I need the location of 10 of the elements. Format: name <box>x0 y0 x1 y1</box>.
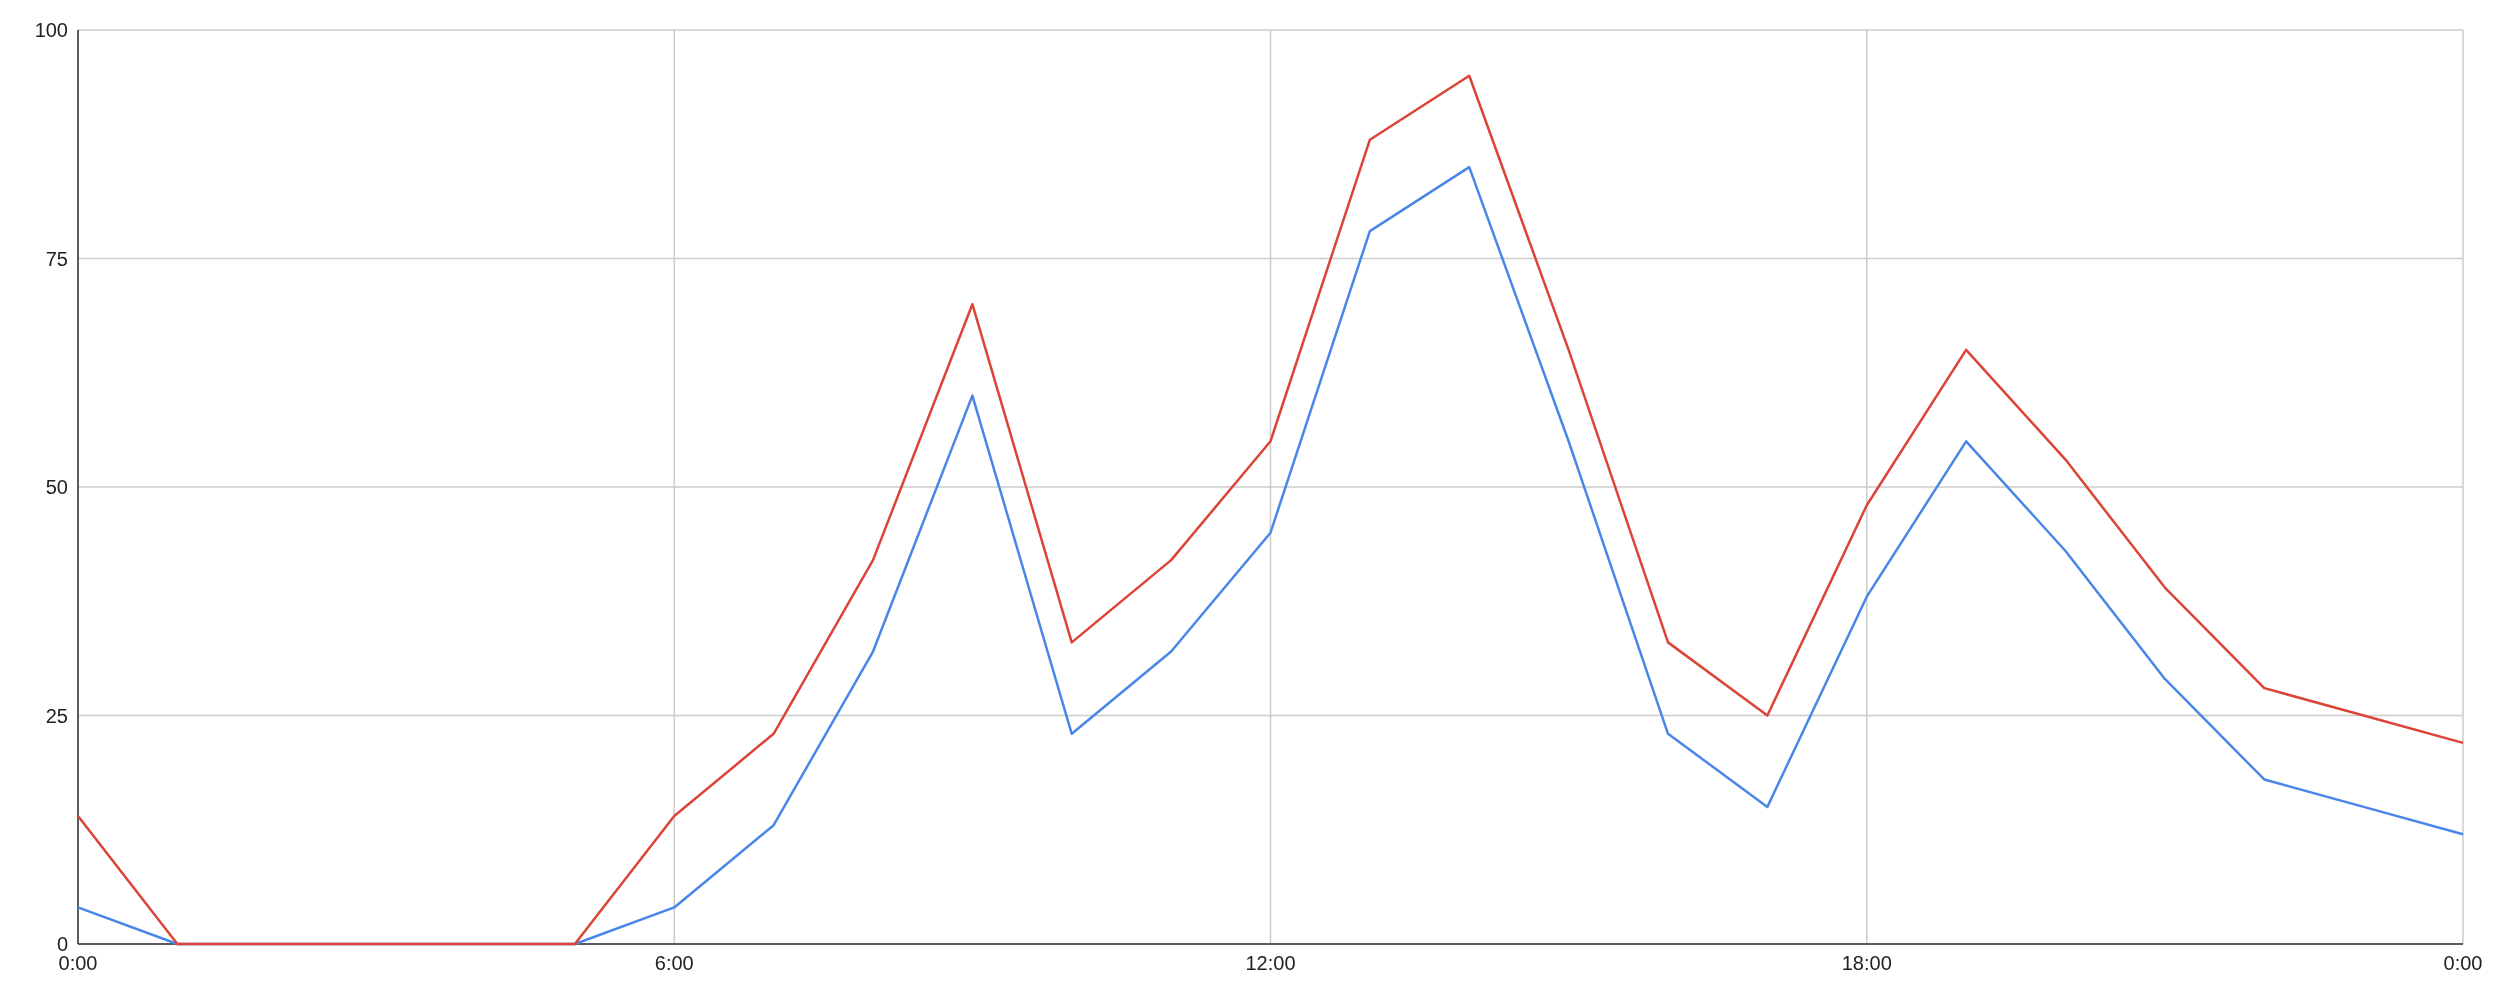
x-tick-label: 12:00 <box>1245 952 1296 974</box>
x-tick-label: 18:00 <box>1841 952 1892 974</box>
y-tick-label: 0 <box>56 933 68 955</box>
x-tick-label: 0:00 <box>58 952 98 974</box>
y-tick-label: 100 <box>34 19 68 41</box>
y-tick-label: 75 <box>45 247 68 270</box>
y-tick-label: 25 <box>45 704 68 727</box>
y-tick-label: 50 <box>45 476 68 498</box>
x-tick-label: 0:00 <box>2443 952 2483 974</box>
x-tick-label: 6:00 <box>654 952 694 974</box>
